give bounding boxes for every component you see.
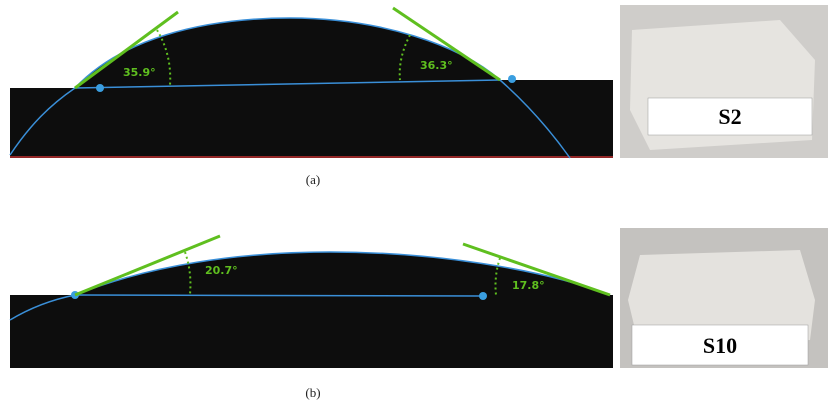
right-angle: 36.3° (420, 59, 453, 72)
panel-label: (b) (305, 385, 320, 400)
left-angle: 35.9° (123, 66, 156, 79)
left-angle: 20.7° (205, 264, 238, 277)
sample-label: S10 (703, 333, 737, 358)
right-angle: 17.8° (512, 279, 545, 292)
sample-label: S2 (718, 104, 741, 129)
sample-photo-b: S10 (620, 228, 828, 368)
figure: 35.9° 36.3° S2 (a) 20.7° 17.8° S10 (b) (0, 0, 828, 405)
sample-photo-a: S2 (620, 5, 828, 158)
drop-image-b: 20.7° 17.8° (10, 236, 613, 368)
drop-image-a: 35.9° 36.3° (10, 0, 613, 160)
panel-label: (a) (306, 172, 320, 187)
